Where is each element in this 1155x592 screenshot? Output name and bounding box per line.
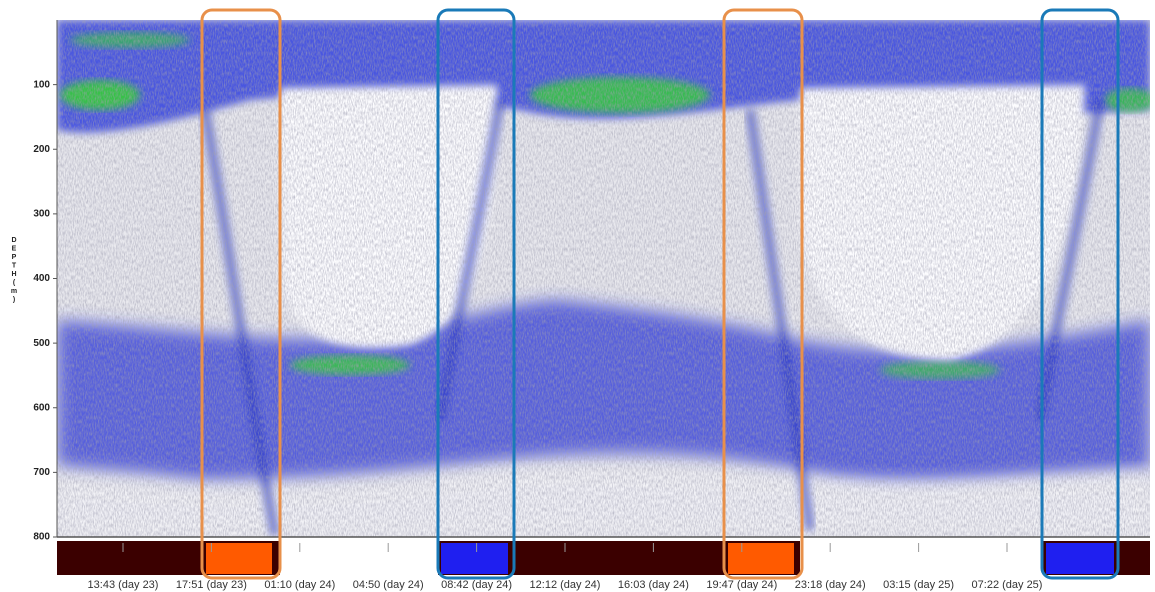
y-tick-label: 600	[33, 402, 50, 413]
y-tick-label: 500	[33, 338, 50, 349]
x-tick-label: 07:22 (day 25)	[972, 579, 1043, 591]
y-tick-label: 400	[33, 273, 50, 284]
x-tick-label: 01:10 (day 24)	[264, 579, 335, 591]
x-tick-label: 19:47 (day 24)	[706, 579, 777, 591]
x-tick-label: 23:18 (day 24)	[795, 579, 866, 591]
y-tick-label: 800	[33, 532, 50, 543]
x-tick-label: 08:42 (day 24)	[441, 579, 512, 591]
y-tick-label: 100	[33, 79, 50, 90]
echogram-image	[57, 20, 1155, 537]
x-tick-label: 17:51 (day 23)	[176, 579, 247, 591]
x-tick-label: 04:50 (day 24)	[353, 579, 424, 591]
y-tick-label: 700	[33, 467, 50, 478]
x-tick-label: 03:15 (day 25)	[883, 579, 954, 591]
y-tick-label: 200	[33, 144, 50, 155]
day-night-bar	[57, 541, 1150, 575]
x-tick-label: 16:03 (day 24)	[618, 579, 689, 591]
x-tick-label: 13:43 (day 23)	[88, 579, 159, 591]
y-tick-label: 300	[33, 209, 50, 220]
echogram-figure: DEPTH(m) 100 200 300 400 500 600 700 800 13:43 (…	[0, 0, 1155, 592]
x-tick-label: 12:12 (day 24)	[530, 579, 601, 591]
